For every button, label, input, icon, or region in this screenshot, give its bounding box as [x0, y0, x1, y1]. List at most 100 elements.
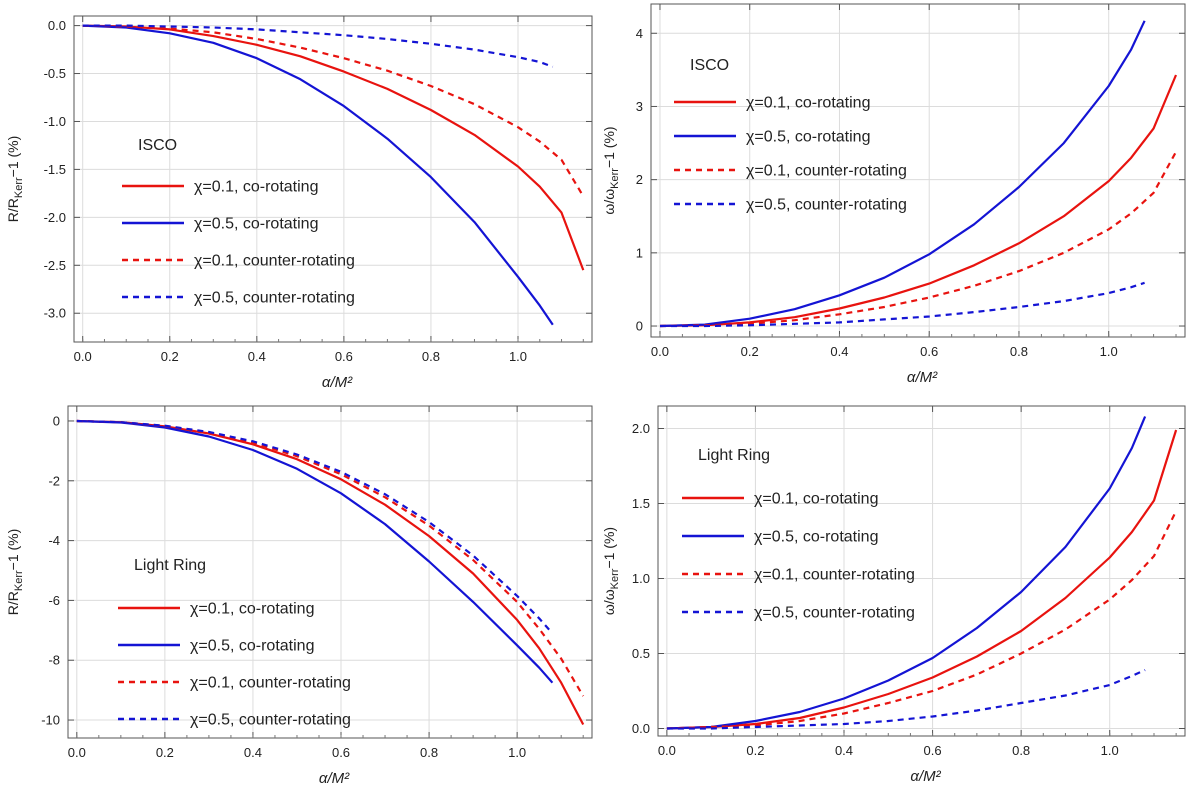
series-line-2 [666, 510, 1178, 730]
y-tick-label: -1.5 [44, 162, 66, 177]
x-axis-label: α/M² [322, 374, 353, 391]
legend-entry: χ=0.5, counter-rotating [746, 197, 907, 214]
x-tick-label: 0.2 [746, 743, 764, 758]
legend-title: Light Ring [698, 447, 770, 464]
legend-entry: χ=0.5, counter-rotating [194, 290, 355, 307]
x-axis-label: α/M² [907, 369, 938, 386]
chart-panel-isco-radius: 0.0 0.2 0.4 0.6 0.8 1.0 0.0 -0.5 -1.0 -1.5 -2.0 -2.… [0, 0, 596, 398]
x-tick-label: 0.8 [422, 349, 440, 364]
y-tick-label: 2.0 [632, 421, 650, 436]
y-tick-label: -0.5 [44, 66, 66, 81]
x-tick-label: 0.2 [741, 344, 759, 359]
series-line-3 [660, 281, 1145, 328]
y-tick-label: -2.0 [44, 210, 66, 225]
y-tick-label: 0 [636, 319, 643, 334]
x-tick-label: 1.0 [1101, 743, 1119, 758]
y-tick-label: -4 [48, 533, 60, 548]
y-tick-label: 0.5 [632, 646, 650, 661]
legend-entry: χ=0.5, co-rotating [194, 216, 318, 233]
legend-entry: χ=0.5, counter-rotating [754, 605, 915, 622]
legend-entry: χ=0.1, counter-rotating [754, 567, 915, 584]
x-tick-label: 0.2 [156, 745, 174, 760]
x-tick-label: 1.0 [508, 745, 526, 760]
y-tick-label: 1 [636, 245, 643, 260]
legend-entry: χ=0.1, co-rotating [754, 491, 878, 508]
x-tick-label: 0.6 [924, 743, 942, 758]
x-tick-label: 0.8 [1012, 743, 1030, 758]
series-line-0 [76, 419, 585, 726]
y-tick-label: 0.0 [48, 18, 66, 33]
legend-entry: χ=0.1, co-rotating [194, 179, 318, 196]
y-tick-label: 0 [53, 413, 60, 428]
y-tick-label: -10 [41, 713, 60, 728]
y-axis-label: R/RKerr−1 (%) [5, 529, 25, 616]
y-tick-label: -2 [48, 473, 60, 488]
legend-entry: χ=0.1, co-rotating [190, 601, 314, 618]
plot-frame [67, 405, 593, 739]
series-line-0 [666, 429, 1178, 730]
x-tick-label: 0.8 [1010, 344, 1028, 359]
series-line-2 [82, 24, 585, 197]
chart-panel-lightring-frequency: 0.0 0.2 0.4 0.6 0.8 1.0 0.0 0.5 1.0 1.5 2.0 α/M² ω/ω… [596, 398, 1191, 796]
x-tick-label: 0.4 [248, 349, 266, 364]
x-tick-label: 0.6 [332, 745, 350, 760]
x-tick-label: 0.0 [68, 745, 86, 760]
series-line-2 [76, 419, 585, 697]
x-tick-label: 0.4 [244, 745, 262, 760]
legend-entry: χ=0.1, co-rotating [746, 95, 870, 112]
chart-svg: 0.0 0.2 0.4 0.6 0.8 1.0 0.0 0.5 1.0 1.5 2.0 α/M² ω/ω… [601, 405, 1186, 785]
x-tick-label: 1.0 [1100, 344, 1118, 359]
series-line-1 [659, 20, 1146, 328]
y-axis-label: ω/ωKerr−1 (%) [601, 126, 621, 214]
series-line-0 [659, 74, 1178, 328]
chart-svg: 0.0 0.2 0.4 0.6 0.8 1.0 0 1 2 3 4 α/M² ω/ωKerr−1 (%)… [601, 3, 1186, 386]
series-line-0 [82, 24, 585, 271]
y-tick-label: 1.0 [632, 571, 650, 586]
series-line-3 [76, 419, 554, 635]
y-axis-label: ω/ωKerr−1 (%) [601, 527, 621, 615]
x-axis-label: α/M² [910, 768, 941, 785]
y-tick-label: -8 [48, 653, 60, 668]
legend-entry: χ=0.5, counter-rotating [190, 712, 351, 729]
y-tick-label: -3.0 [44, 306, 66, 321]
y-tick-label: 0.0 [632, 721, 650, 736]
legend-entry: χ=0.1, counter-rotating [746, 163, 907, 180]
plot-frame [650, 3, 1186, 338]
series-line-1 [82, 24, 554, 326]
y-tick-label: -6 [48, 593, 60, 608]
x-tick-label: 0.6 [920, 344, 938, 359]
y-tick-label: 1.5 [632, 496, 650, 511]
series-line-2 [659, 151, 1177, 328]
chart-svg: 0.0 0.2 0.4 0.6 0.8 1.0 0 -2 -4 -6 -8 -10 α/M² R/RKer… [5, 405, 593, 787]
plot-frame [657, 405, 1186, 737]
chart-panel-isco-frequency: 0.0 0.2 0.4 0.6 0.8 1.0 0 1 2 3 4 α/M² ω/ωKerr−1 (%)… [596, 0, 1191, 398]
x-tick-label: 0.0 [651, 344, 669, 359]
series-line-1 [666, 416, 1147, 730]
legend-entry: χ=0.1, counter-rotating [194, 253, 355, 270]
x-tick-label: 0.6 [335, 349, 353, 364]
legend-title: ISCO [690, 57, 729, 74]
legend-title: ISCO [138, 137, 177, 154]
legend-entry: χ=0.5, co-rotating [746, 129, 870, 146]
legend-entry: χ=0.5, co-rotating [190, 638, 314, 655]
x-tick-label: 0.0 [658, 743, 676, 758]
y-axis-label: R/RKerr−1 (%) [5, 136, 25, 223]
x-tick-label: 0.8 [420, 745, 438, 760]
legend-title: Light Ring [134, 557, 206, 574]
y-tick-label: 3 [636, 99, 643, 114]
x-tick-label: 0.4 [830, 344, 848, 359]
x-tick-label: 0.4 [835, 743, 853, 758]
x-tick-label: 1.0 [509, 349, 527, 364]
x-tick-label: 0.2 [161, 349, 179, 364]
y-tick-label: -2.5 [44, 258, 66, 273]
chart-svg: 0.0 0.2 0.4 0.6 0.8 1.0 0.0 -0.5 -1.0 -1.5 -2.0 -2.… [5, 15, 593, 391]
y-tick-label: -1.0 [44, 114, 66, 129]
y-tick-label: 4 [636, 26, 643, 41]
series-line-3 [666, 668, 1146, 730]
y-tick-label: 2 [636, 172, 643, 187]
plot-frame [73, 15, 593, 343]
series-line-1 [76, 419, 554, 684]
x-axis-label: α/M² [319, 770, 350, 787]
legend-entry: χ=0.1, counter-rotating [190, 675, 351, 692]
x-tick-label: 0.0 [74, 349, 92, 364]
